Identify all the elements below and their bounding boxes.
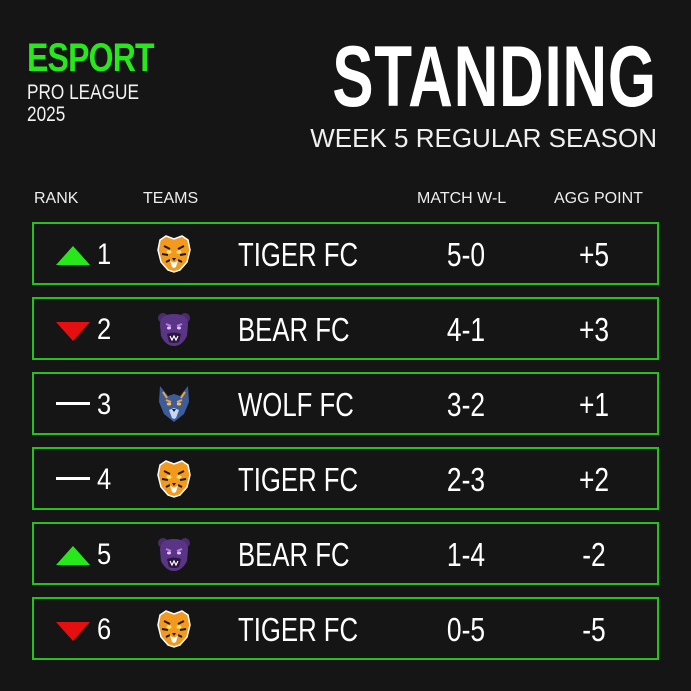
match-win-loss: 1-4 (446, 536, 486, 573)
brand-name: ESPORT (27, 36, 155, 80)
column-header-match: MATCH W-L (417, 190, 507, 207)
team-name: BEAR FC (238, 311, 350, 348)
trend-same-icon (56, 402, 90, 405)
bear-logo-icon (154, 309, 194, 349)
brand-block: ESPORT PRO LEAGUE 2025 (27, 38, 185, 126)
trend-up-icon (56, 246, 90, 265)
table-row: 5 BEAR FC 1-4 -2 (32, 522, 659, 585)
rank-number: 1 (97, 238, 112, 271)
page-title: STANDING (332, 29, 657, 125)
match-win-loss: 2-3 (446, 461, 486, 498)
match-win-loss: 5-0 (446, 236, 486, 273)
rank-number: 5 (97, 538, 112, 571)
agg-point: +2 (578, 461, 610, 498)
rank-number: 2 (97, 313, 112, 346)
standings-table: 1 TIGER FC 5-0 +5 2 BEAR FC 4-1 +3 3 WOLF FC 3-2 +1… (32, 222, 659, 672)
tiger-logo-icon (154, 234, 194, 274)
table-row: 6 TIGER FC 0-5 -5 (32, 597, 659, 660)
agg-point: +5 (578, 236, 610, 273)
match-win-loss: 3-2 (446, 386, 486, 423)
match-win-loss: 0-5 (446, 611, 486, 648)
rank-number: 4 (97, 463, 112, 496)
table-row: 1 TIGER FC 5-0 +5 (32, 222, 659, 285)
trend-up-icon (56, 546, 90, 565)
team-name: BEAR FC (238, 536, 350, 573)
agg-point: +1 (578, 386, 610, 423)
table-row: 3 WOLF FC 3-2 +1 (32, 372, 659, 435)
tiger-logo-icon (154, 609, 194, 649)
team-name: WOLF FC (238, 386, 354, 423)
trend-same-icon (56, 477, 90, 480)
bear-logo-icon (154, 534, 194, 574)
trend-down-icon (56, 322, 90, 341)
wolf-logo-icon (154, 384, 194, 424)
column-header-rank: RANK (34, 190, 79, 207)
tiger-logo-icon (154, 459, 194, 499)
team-name: TIGER FC (238, 236, 359, 273)
table-row: 2 BEAR FC 4-1 +3 (32, 297, 659, 360)
agg-point: -2 (582, 536, 606, 573)
agg-point: -5 (582, 611, 606, 648)
rank-number: 3 (97, 388, 112, 421)
brand-year: 2025 (27, 103, 66, 126)
column-header-teams: TEAMS (143, 190, 199, 207)
rank-number: 6 (97, 613, 112, 646)
match-win-loss: 4-1 (446, 311, 486, 348)
team-name: TIGER FC (238, 461, 359, 498)
table-row: 4 TIGER FC 2-3 +2 (32, 447, 659, 510)
trend-down-icon (56, 622, 90, 641)
page-subtitle: WEEK 5 REGULAR SEASON (310, 123, 657, 153)
agg-point: +3 (578, 311, 610, 348)
brand-league: PRO LEAGUE (27, 81, 139, 104)
column-header-agg: AGG POINT (554, 190, 643, 207)
team-name: TIGER FC (238, 611, 359, 648)
